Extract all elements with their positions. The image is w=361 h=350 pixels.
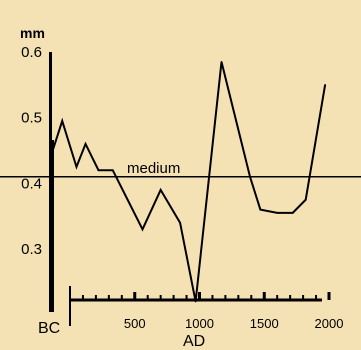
data-point xyxy=(249,175,251,178)
data-point xyxy=(141,228,144,231)
y-axis xyxy=(49,52,54,312)
y-tick-label: 0.6 xyxy=(21,44,42,61)
x-tick-label: 1000 xyxy=(185,316,214,331)
medium-label: medium xyxy=(127,160,180,177)
plot-series xyxy=(49,61,327,303)
y-tick-label: 0.5 xyxy=(21,110,42,127)
data-point xyxy=(276,212,279,214)
data-point xyxy=(97,169,100,171)
data-point xyxy=(324,84,326,86)
x-tick-label: 500 xyxy=(124,316,146,331)
y-axis-unit-label: mm xyxy=(20,25,45,41)
x-tick-label: 1500 xyxy=(250,316,279,331)
data-point xyxy=(49,156,52,158)
reference-line-group: medium xyxy=(0,160,361,178)
data-point xyxy=(111,169,114,171)
data-point xyxy=(179,221,181,224)
data-point xyxy=(220,61,223,63)
y-tick-label: 0.4 xyxy=(21,175,42,192)
data-point xyxy=(159,189,162,191)
data-point xyxy=(84,143,87,145)
ad-label: AD xyxy=(183,333,205,350)
x-tick-labels: 500 1000 1500 2000 xyxy=(124,316,344,331)
data-point xyxy=(61,120,64,122)
x-tick-label: 2000 xyxy=(315,316,344,331)
y-tick-label: 0.3 xyxy=(21,241,42,258)
data-point xyxy=(259,208,262,211)
data-point xyxy=(75,166,78,168)
y-tick-labels: 0.3 0.4 0.5 0.6 xyxy=(21,44,42,258)
data-point xyxy=(194,300,197,303)
data-point xyxy=(291,212,294,214)
y-axis-thick-band xyxy=(49,140,54,312)
data-point xyxy=(304,198,307,201)
series-line xyxy=(49,61,327,302)
bc-label: BC xyxy=(38,320,60,337)
